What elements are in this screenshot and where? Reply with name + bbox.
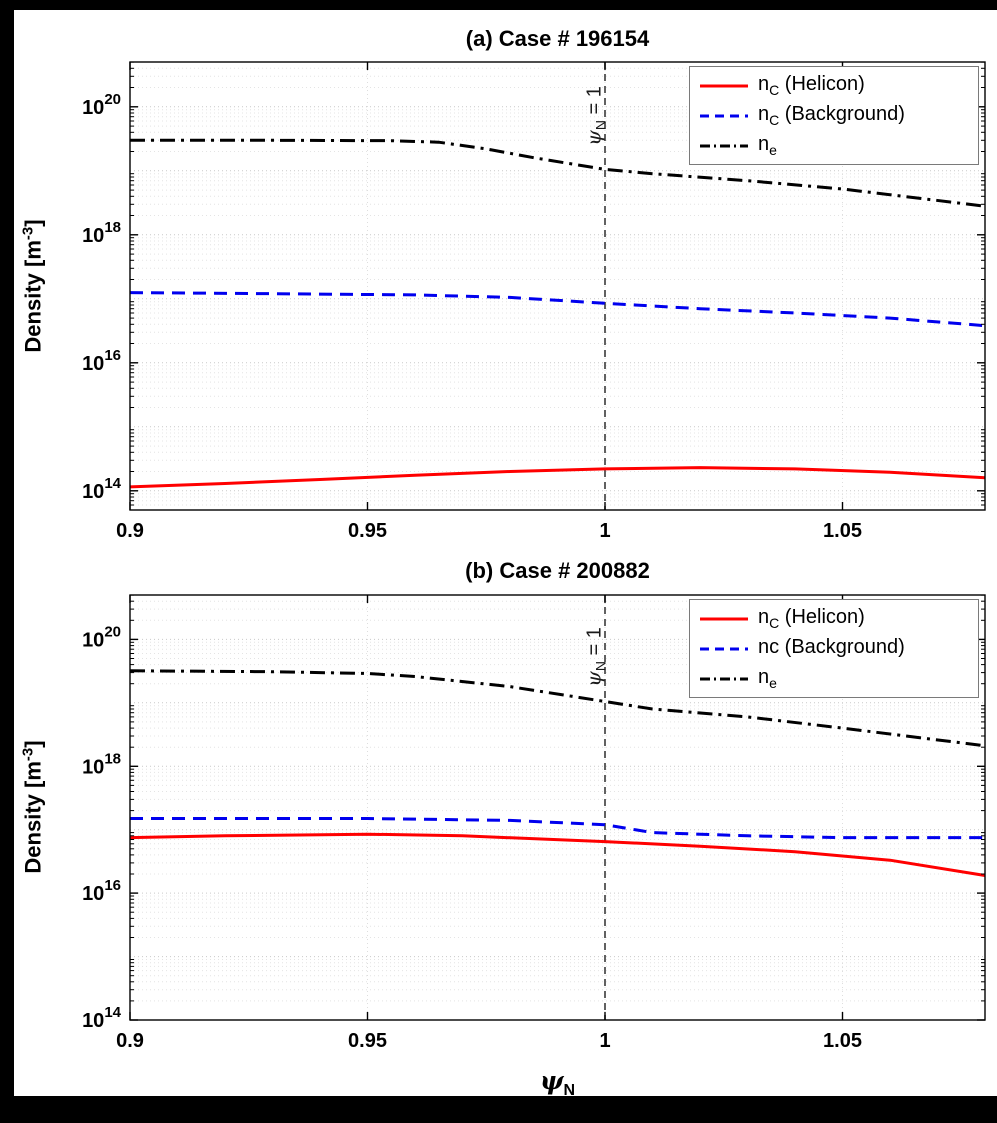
psi-symbol: ψ (581, 671, 606, 687)
legend-label: nC (Helicon) (758, 73, 865, 98)
ylabel-text-end: ] (20, 740, 46, 748)
psi-symbol: ψ (539, 1066, 564, 1095)
chart-b-psiN-equals-1-annotation: ψN = 1 (582, 627, 609, 687)
ylabel-exponent: -3 (19, 747, 37, 762)
legend-item-electron-density: ne (698, 131, 970, 160)
svg-text:0.9: 0.9 (116, 1030, 144, 1052)
legend-label: nC (Background) (758, 103, 905, 128)
svg-text:0.95: 0.95 (348, 520, 387, 542)
svg-text:1: 1 (599, 1030, 610, 1052)
legend-label: nC (Helicon) (758, 606, 865, 631)
legend-line-sample (698, 608, 750, 630)
ylabel-text-end: ] (20, 219, 46, 227)
psi-subscript: N (592, 661, 609, 672)
legend-label: ne (758, 666, 777, 691)
svg-text:0.9: 0.9 (116, 520, 144, 542)
chart-a-psiN-equals-1-annotation: ψN = 1 (582, 86, 609, 146)
psi-subscript: N (563, 1082, 576, 1099)
legend-item-helicon: nC (Helicon) (698, 604, 970, 633)
chart-a-legend: nC (Helicon) nC (Background) ne (689, 66, 979, 165)
chart-a-title: (a) Case # 196154 (465, 26, 650, 51)
svg-text:0.95: 0.95 (348, 1030, 387, 1052)
ylabel-text: Density [m (20, 240, 46, 353)
legend-label: nc (Background) (758, 636, 905, 658)
chart-b-title: (b) Case # 200882 (465, 558, 650, 583)
psi-symbol: ψ (581, 130, 606, 146)
ylabel-exponent: -3 (19, 226, 37, 241)
chart-a-y-axis-label: Density [m-3] (19, 219, 46, 352)
legend-item-helicon: nC (Helicon) (698, 71, 970, 100)
legend-item-background: nC (Background) (698, 101, 970, 130)
legend-line-sample (698, 105, 750, 127)
svg-text:1.05: 1.05 (823, 1030, 862, 1052)
annotation-text: = 1 (583, 627, 606, 662)
svg-text:1: 1 (599, 520, 610, 542)
svg-text:1.05: 1.05 (823, 520, 862, 542)
legend-item-background: nc (Background) (698, 634, 970, 663)
legend-line-sample (698, 135, 750, 157)
legend-line-sample (698, 668, 750, 690)
legend-item-electron-density: ne (698, 664, 970, 693)
legend-line-sample (698, 75, 750, 97)
chart-b-y-axis-label: Density [m-3] (19, 740, 46, 873)
legend-line-sample (698, 638, 750, 660)
x-axis-label: ψN (130, 1066, 985, 1100)
psi-subscript: N (592, 120, 609, 131)
annotation-text: = 1 (583, 86, 606, 121)
chart-b-legend: nC (Helicon) nc (Background) ne (689, 599, 979, 698)
legend-label: ne (758, 133, 777, 158)
ylabel-text: Density [m (20, 761, 46, 874)
